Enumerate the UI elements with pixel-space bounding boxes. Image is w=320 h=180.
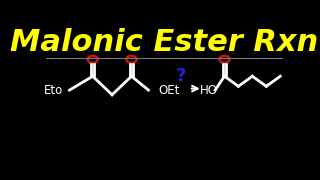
Text: HO: HO — [200, 84, 218, 97]
Text: Malonic Ester Rxn: Malonic Ester Rxn — [10, 28, 318, 57]
Text: Eto: Eto — [44, 84, 64, 97]
Text: OEt: OEt — [159, 84, 180, 97]
Text: ?: ? — [176, 67, 186, 85]
